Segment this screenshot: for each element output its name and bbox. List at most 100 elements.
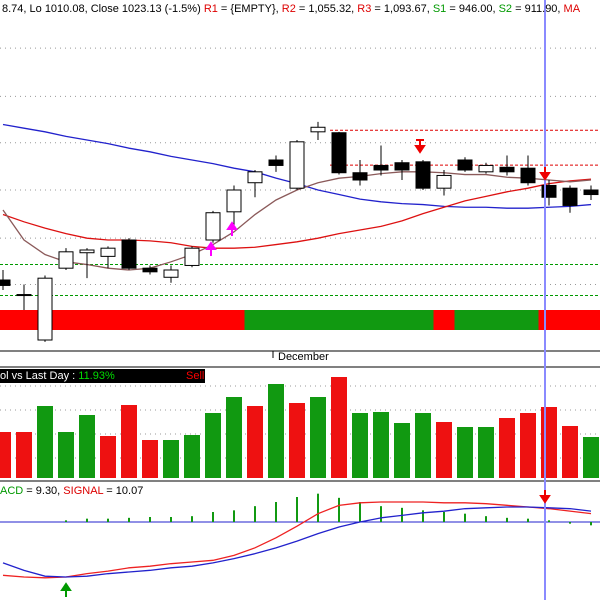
volume-bar — [58, 432, 74, 478]
label-part: = 1,055.32, — [296, 3, 357, 15]
trend-strip — [454, 310, 476, 330]
candle-body — [142, 267, 158, 273]
trend-strip — [223, 310, 245, 330]
volume-label: ol vs Last Day : 11.93% — [0, 370, 115, 382]
header-text: 8.74, Lo 1010.08, Close 1023.13 (-1.5%) … — [2, 3, 581, 15]
moving-average — [2, 178, 592, 249]
volume-bar — [562, 426, 578, 478]
volume-bar — [478, 427, 494, 478]
plot-layer: ol vs Last Day : 11.93% Sell ACD = 9.30, S… — [0, 47, 600, 579]
trend-strip — [496, 310, 518, 330]
trend-strip — [265, 310, 287, 330]
buy-arrow — [60, 582, 72, 597]
trend-strip — [118, 310, 140, 330]
candle-body — [541, 184, 557, 198]
trend-strip — [202, 310, 224, 330]
macd-line — [2, 501, 592, 579]
candle-body — [520, 167, 536, 184]
candle-body — [457, 159, 473, 171]
label-part: R1 — [204, 3, 218, 15]
trend-strip — [349, 310, 371, 330]
label-part: R3 — [357, 3, 371, 15]
volume-bar — [289, 403, 305, 478]
candle-body — [583, 189, 599, 196]
macd-line — [2, 506, 592, 578]
trend-strip — [580, 310, 600, 330]
candle-body — [79, 249, 95, 254]
volume-bar — [394, 423, 410, 478]
volume-bar — [436, 422, 452, 478]
trend-strip — [538, 310, 560, 330]
volume-bar — [457, 427, 473, 478]
trend-strip — [559, 310, 581, 330]
candle-body — [0, 279, 11, 286]
candle-body — [331, 132, 347, 174]
trend-strip — [55, 310, 77, 330]
candle-body — [100, 247, 116, 257]
trend-strip — [13, 310, 35, 330]
volume-bar — [352, 413, 368, 478]
candle-body — [16, 294, 32, 297]
candle-body — [58, 251, 74, 269]
candle-body — [289, 141, 305, 189]
volume-bar — [415, 413, 431, 478]
candle-body — [394, 162, 410, 171]
label-part: = 1,093.67, — [371, 3, 432, 15]
label-part: R2 — [282, 3, 296, 15]
trend-strip — [181, 310, 203, 330]
label-part: ACD — [0, 485, 23, 497]
trend-strip — [370, 310, 392, 330]
macd-label: ACD = 9.30, SIGNAL = 10.07 — [0, 485, 143, 497]
trend-strip — [244, 310, 266, 330]
candle-body — [436, 174, 452, 189]
volume-bar — [16, 432, 32, 478]
volume-bar — [79, 415, 95, 478]
label-part: = 911.90, — [512, 3, 563, 15]
header: 8.74, Lo 1010.08, Close 1023.13 (-1.5%) … — [2, 3, 581, 15]
volume-bar — [0, 432, 11, 478]
trend-strip — [412, 310, 434, 330]
volume-bar — [184, 435, 200, 478]
candle-body — [268, 159, 284, 166]
candle-body — [478, 164, 494, 173]
volume-bar — [541, 407, 557, 478]
trend-strip — [391, 310, 413, 330]
candle-body — [310, 126, 326, 133]
trend-strip — [0, 310, 14, 330]
candle-body — [121, 239, 137, 269]
volume-bar — [583, 437, 599, 478]
label-part: 8.74, Lo 1010.08, Close 1023.13 (-1.5%) — [2, 3, 204, 15]
sell-arrow — [539, 490, 551, 504]
candle-body — [163, 269, 179, 278]
candle-body — [415, 161, 431, 189]
buy-arrow — [226, 221, 238, 236]
volume-bar — [268, 384, 284, 478]
label-part: = 9.30, — [23, 485, 63, 497]
candle-body — [226, 189, 242, 213]
label-part: = {EMPTY}, — [218, 3, 282, 15]
sell-arrow — [539, 167, 551, 181]
signal-label: Sell — [186, 370, 204, 382]
label-part: SIGNAL — [63, 485, 103, 497]
trend-strip — [160, 310, 182, 330]
label-bg — [0, 369, 205, 383]
sell-arrow — [414, 139, 426, 154]
trend-strip — [139, 310, 161, 330]
label-part: S1 — [433, 3, 446, 15]
label-part: = 10.07 — [103, 485, 143, 497]
label-part: ol vs Last Day : — [0, 370, 78, 382]
trend-strip — [76, 310, 98, 330]
x-label: December — [278, 351, 329, 363]
volume-bar — [247, 406, 263, 478]
trend-strip — [286, 310, 308, 330]
candle-body — [184, 247, 200, 266]
volume-bar — [205, 413, 221, 478]
volume-bar — [226, 397, 242, 478]
candle-body — [373, 164, 389, 171]
trend-strip — [517, 310, 539, 330]
trend-strip — [475, 310, 497, 330]
trend-strip — [307, 310, 329, 330]
candle-body — [205, 212, 221, 241]
